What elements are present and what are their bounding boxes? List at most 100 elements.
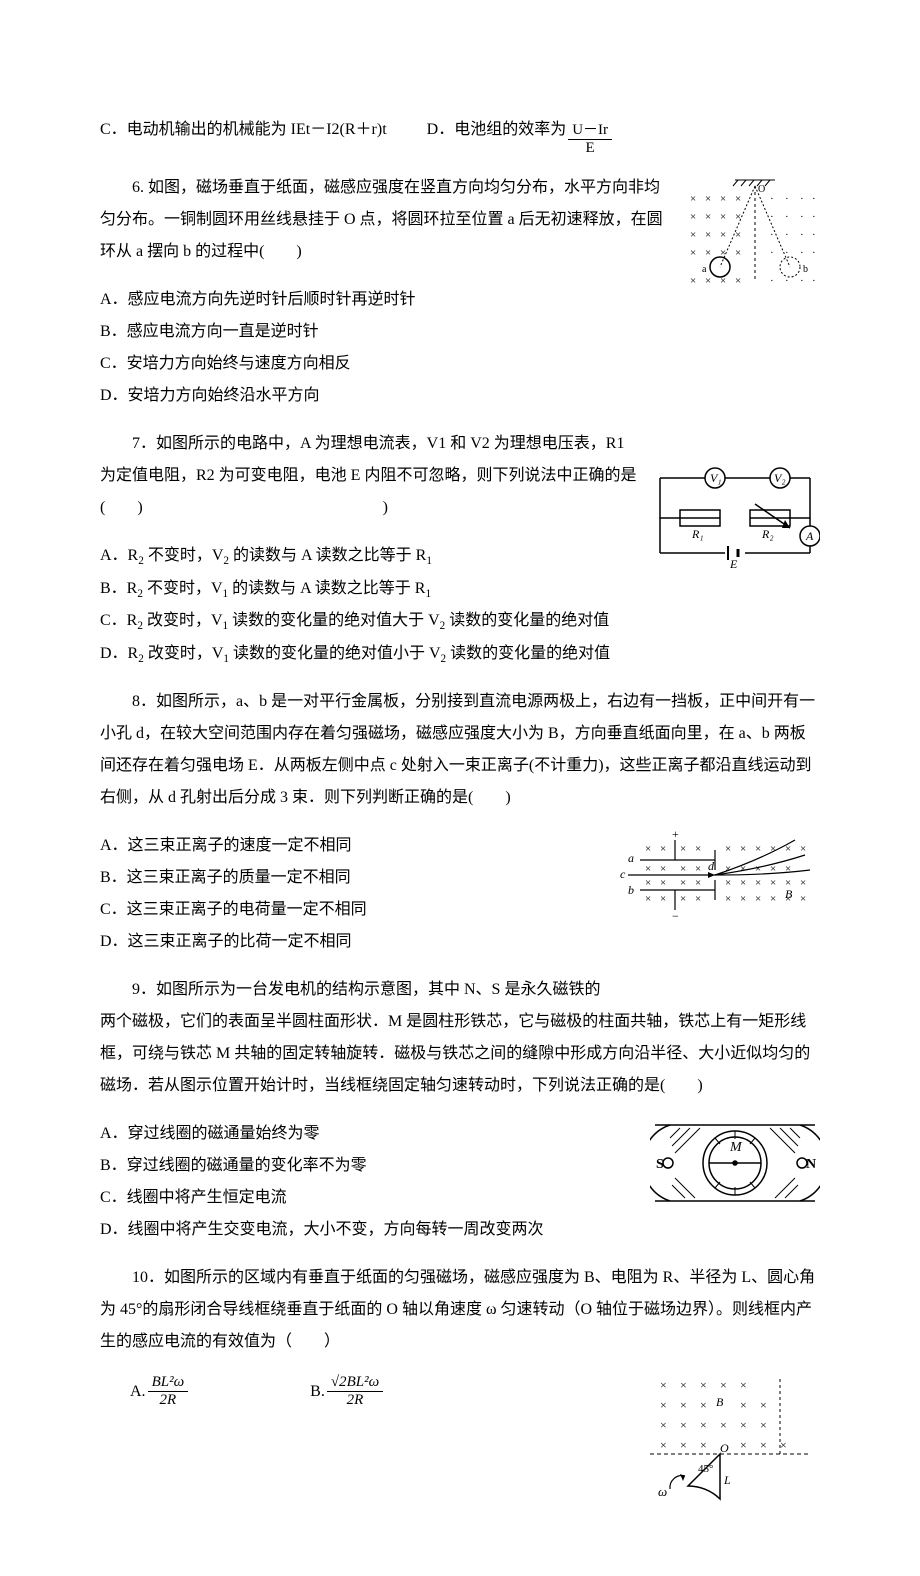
svg-text:×: × — [680, 843, 686, 855]
svg-text:·: · — [812, 229, 816, 241]
svg-text:×: × — [720, 1418, 727, 1432]
lbl-r2: R₂ — [761, 527, 774, 541]
svg-text:×: × — [755, 893, 761, 905]
svg-text:·: · — [770, 229, 774, 241]
frac-num: U－Ir — [568, 122, 612, 140]
svg-text:×: × — [720, 229, 726, 241]
svg-text:×: × — [760, 1418, 767, 1432]
svg-text:×: × — [720, 1378, 727, 1392]
lbl-angle: 45° — [698, 1463, 713, 1475]
svg-text:·: · — [785, 229, 789, 241]
q10-options: A. BL²ω 2R B. √2BL²ω 2R — [100, 1374, 640, 1408]
svg-text:×: × — [725, 843, 731, 855]
q10-B-label: B. — [310, 1376, 325, 1408]
q10-B-frac: √2BL²ω 2R — [327, 1374, 383, 1408]
svg-text:×: × — [800, 877, 806, 889]
q6-figure: O a b ×××× ×××× ×××× ×××× ×××× ··· — [680, 172, 820, 314]
svg-text:×: × — [740, 893, 746, 905]
svg-text:−: − — [672, 909, 679, 923]
svg-text:×: × — [660, 863, 666, 875]
svg-text:×: × — [770, 893, 776, 905]
svg-text:×: × — [660, 1378, 667, 1392]
q5-options: C．电动机输出的机械能为 IEt－I2(R＋r)t D．电池组的效率为 U－Ir… — [100, 114, 820, 156]
q7-D: D．R2 改变时，V1 读数的变化量的绝对值小于 V2 读数的变化量的绝对值 — [100, 638, 820, 671]
q6: O a b ×××× ×××× ×××× ×××× ×××× ··· — [100, 172, 820, 412]
svg-text:×: × — [740, 1418, 747, 1432]
q7-trail: ) — [351, 499, 388, 516]
svg-text:×: × — [740, 863, 746, 875]
q10-A-label: A. — [130, 1376, 146, 1408]
q5-opt-c: C．电动机输出的机械能为 IEt－I2(R＋r)t — [100, 114, 387, 146]
svg-text:·: · — [770, 247, 774, 259]
svg-text:×: × — [785, 863, 791, 875]
q7-C: C．R2 改变时，V1 读数的变化量的绝对值大于 V2 读数的变化量的绝对值 — [100, 605, 820, 638]
svg-text:×: × — [680, 1378, 687, 1392]
svg-text:×: × — [690, 211, 696, 223]
svg-text:×: × — [660, 1438, 667, 1452]
lbl-e: E — [729, 557, 738, 568]
svg-text:×: × — [740, 1438, 747, 1452]
svg-text:×: × — [760, 1438, 767, 1452]
frac-den: E — [568, 140, 612, 157]
lbl-M: M — [729, 1140, 743, 1155]
lbl-c: c — [620, 867, 626, 881]
q6-B: B．感应电流方向一直是逆时针 — [100, 316, 820, 348]
q9-stem1: 9．如图所示为一台发电机的结构示意图，其中 N、S 是永久磁铁的 — [100, 974, 820, 1006]
svg-text:·: · — [812, 247, 816, 259]
svg-text:×: × — [800, 893, 806, 905]
q7: V₁ V₂ R₁ R₂ A E 7．如图所示的电路中，A 为理想电流表，V1 和… — [100, 428, 820, 670]
svg-text:×: × — [740, 843, 746, 855]
q7-figure: V₁ V₂ R₁ R₂ A E — [650, 458, 820, 580]
q9-figure: S N M — [650, 1113, 820, 1225]
q8-stem: 8．如图所示，a、b 是一对平行金属板，分别接到直流电源两极上，右边有一挡板，正… — [100, 686, 820, 814]
svg-text:×: × — [660, 1398, 667, 1412]
svg-text:×: × — [680, 1398, 687, 1412]
label-O: O — [758, 184, 765, 195]
svg-text:×: × — [690, 193, 696, 205]
svg-text:×: × — [735, 229, 741, 241]
svg-text:×: × — [720, 247, 726, 259]
svg-text:×: × — [700, 1418, 707, 1432]
svg-text:·: · — [770, 275, 774, 287]
lbl-S: S — [656, 1157, 664, 1172]
svg-text:·: · — [785, 247, 789, 259]
svg-text:×: × — [735, 193, 741, 205]
lbl-L: L — [723, 1473, 731, 1487]
svg-text:×: × — [755, 843, 761, 855]
svg-text:·: · — [800, 193, 804, 205]
svg-text:×: × — [645, 893, 651, 905]
svg-text:×: × — [800, 843, 806, 855]
q8: 8．如图所示，a、b 是一对平行金属板，分别接到直流电源两极上，右边有一挡板，正… — [100, 686, 820, 958]
lbl-v1: V₁ — [710, 471, 722, 485]
lbl-omega: ω — [658, 1484, 667, 1499]
lbl-a: A — [805, 529, 814, 543]
svg-text:×: × — [770, 843, 776, 855]
svg-text:·: · — [800, 275, 804, 287]
svg-text:×: × — [700, 1378, 707, 1392]
svg-text:×: × — [645, 843, 651, 855]
svg-text:·: · — [785, 275, 789, 287]
svg-text:×: × — [780, 1438, 787, 1452]
svg-text:×: × — [645, 863, 651, 875]
svg-text:×: × — [660, 1418, 667, 1432]
svg-text:×: × — [740, 877, 746, 889]
svg-text:×: × — [705, 211, 711, 223]
lbl-B: B — [716, 1395, 724, 1409]
svg-text:×: × — [700, 1398, 707, 1412]
svg-text:×: × — [720, 211, 726, 223]
svg-text:×: × — [725, 877, 731, 889]
svg-text:×: × — [755, 863, 761, 875]
svg-text:×: × — [680, 1438, 687, 1452]
svg-text:·: · — [785, 211, 789, 223]
svg-text:×: × — [695, 893, 701, 905]
q5-fraction: U－Ir E — [568, 122, 612, 156]
svg-text:×: × — [695, 877, 701, 889]
q9: 9．如图所示为一台发电机的结构示意图，其中 N、S 是永久磁铁的 两个磁极，它们… — [100, 974, 820, 1246]
svg-text:×: × — [645, 877, 651, 889]
svg-text:×: × — [705, 229, 711, 241]
svg-text:×: × — [705, 193, 711, 205]
svg-text:×: × — [660, 893, 666, 905]
q10-stem: 10．如图所示的区域内有垂直于纸面的匀强磁场，磁感应强度为 B、电阻为 R、半径… — [100, 1262, 820, 1358]
lbl-b: b — [628, 883, 634, 897]
q6-C: C．安培力方向始终与速度方向相反 — [100, 348, 820, 380]
